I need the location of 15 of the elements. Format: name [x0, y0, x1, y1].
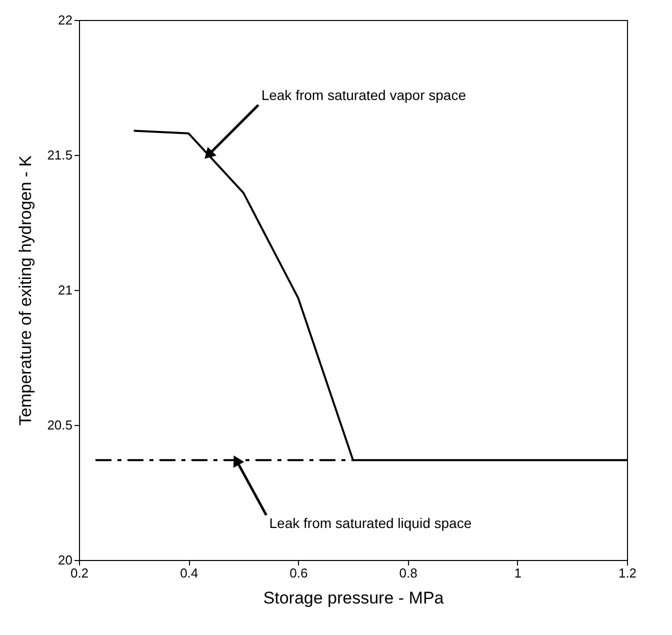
x-tick-label: 0.2	[70, 566, 89, 580]
x-axis-title: Storage pressure - MPa	[263, 588, 444, 608]
annotation: Leak from saturated liquid space	[269, 515, 472, 532]
annotation: Leak from saturated vapor space	[261, 87, 466, 103]
y-tick-label: 21	[58, 282, 72, 298]
y-tick-label: 20	[58, 552, 72, 568]
y-axis-title: Temperature of exiting hydrogen - K	[16, 154, 36, 426]
x-tick-label: 1	[514, 566, 522, 580]
x-tick-label: 0.4	[180, 566, 198, 580]
y-tick-label: 22	[58, 12, 72, 28]
y-tick-label: 20.5	[47, 418, 72, 432]
x-tick-label: 0.6	[290, 566, 308, 580]
y-tick-label: 21.5	[47, 148, 72, 162]
x-tick-label: 0.8	[399, 566, 418, 580]
x-tick-label: 1.2	[618, 566, 637, 580]
